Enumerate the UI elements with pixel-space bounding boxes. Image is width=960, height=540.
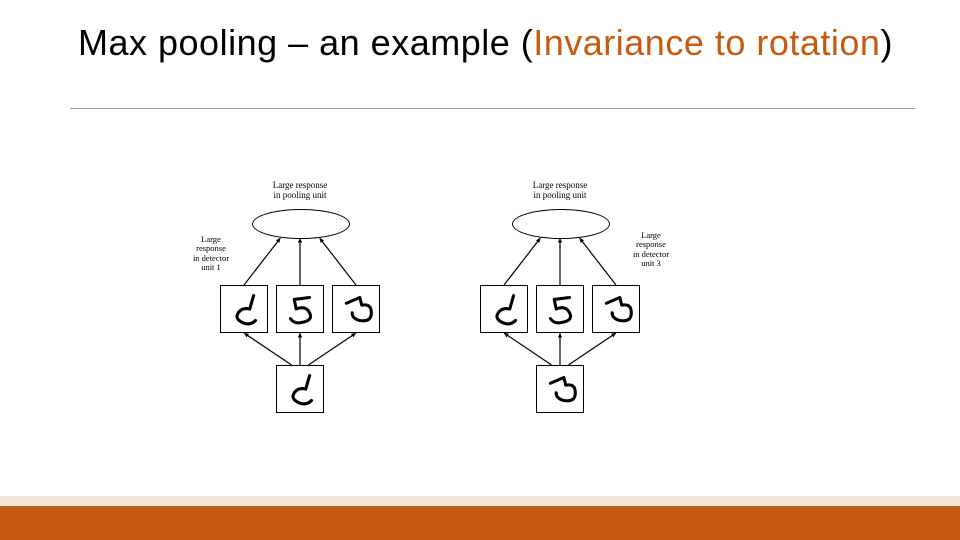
title-rule: [70, 108, 915, 109]
cluster-right: Large responsein pooling unitLargerespon…: [440, 175, 680, 435]
arrows: [180, 175, 420, 435]
cluster-left: Large responsein pooling unitLargerespon…: [180, 175, 420, 435]
footer-bar: [0, 506, 960, 540]
title-main: Max pooling – an example (: [78, 22, 533, 63]
slide-title: Max pooling – an example (Invariance to …: [78, 22, 930, 64]
title-close: ): [880, 22, 893, 63]
slide: Max pooling – an example (Invariance to …: [0, 0, 960, 540]
arrows: [440, 175, 680, 435]
diagram-area: Large responsein pooling unitLargerespon…: [180, 175, 700, 435]
title-highlight: Invariance to rotation: [533, 22, 880, 63]
